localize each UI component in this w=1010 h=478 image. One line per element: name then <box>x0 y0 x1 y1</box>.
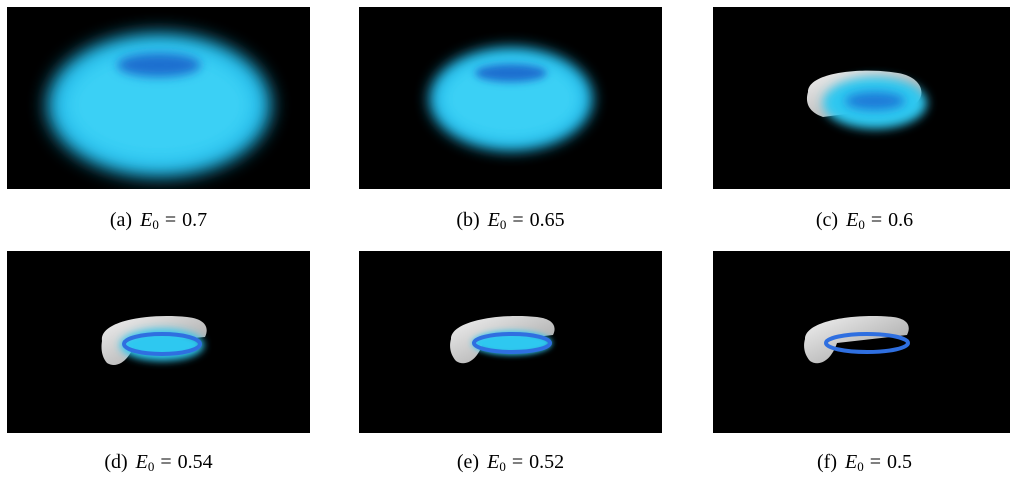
torus-render-d <box>7 251 310 433</box>
caption-e: (e) E0 = 0.52 <box>456 451 565 474</box>
caption-f: (f) E0 = 0.5 <box>817 451 912 474</box>
caption-a: (a) E0 = 0.7 <box>109 209 208 232</box>
caption-d: (d) E0 = 0.54 <box>104 451 213 474</box>
caption-c: (c) E0 = 0.6 <box>815 209 914 232</box>
caption-b: (b) E0 = 0.65 <box>456 209 565 232</box>
torus-render-e <box>359 251 662 433</box>
torus-render-b <box>359 7 662 189</box>
torus-render-f <box>713 251 1010 433</box>
torus-render-c <box>713 7 1010 189</box>
torus-render-a <box>7 7 310 189</box>
